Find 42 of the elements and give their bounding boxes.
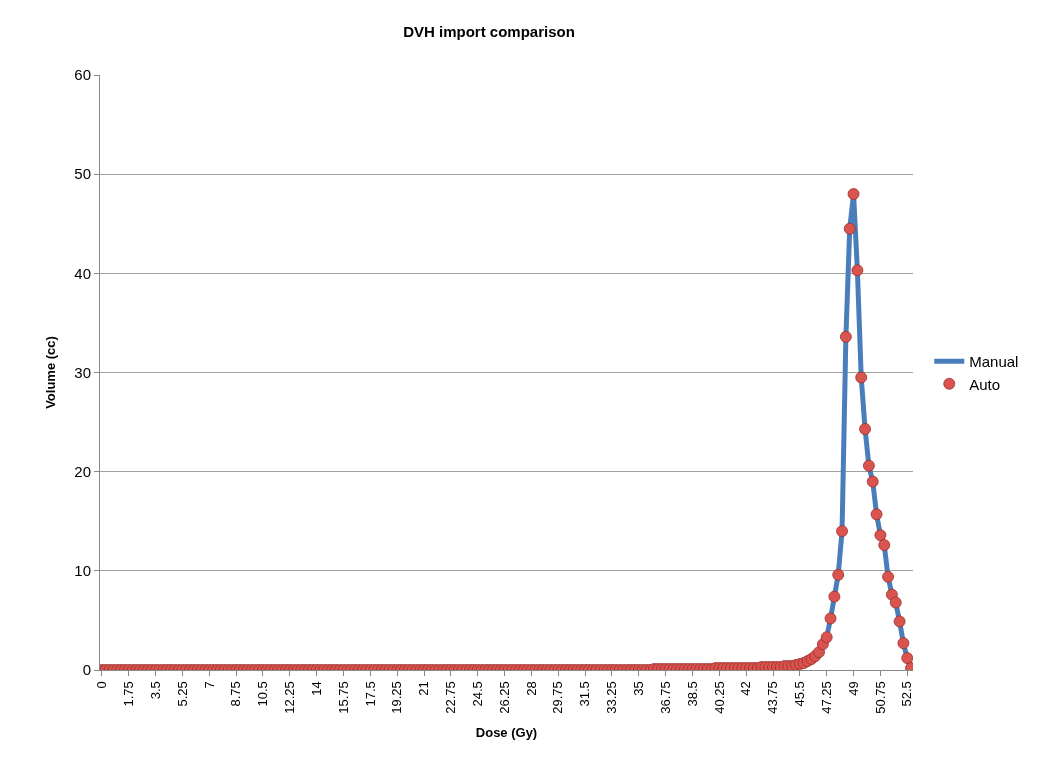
x-tick-label: 35 <box>631 681 647 696</box>
x-tick-label: 14 <box>308 681 324 696</box>
y-tick-label: 40 <box>74 264 91 282</box>
x-tick-label: 26.25 <box>496 681 512 714</box>
chart-title: DVH import comparison <box>403 23 575 41</box>
legend-label: Manual <box>969 353 1019 371</box>
x-tick-label: 19.25 <box>389 681 405 714</box>
x-axis-title: Dose (Gy) <box>475 725 538 741</box>
x-tick-label: 10.5 <box>255 681 271 707</box>
y-tick-label: 10 <box>74 562 91 580</box>
x-tick-label: 12.25 <box>282 681 298 714</box>
x-tick-label: 40.25 <box>711 681 727 714</box>
x-tick-label: 45.5 <box>792 681 808 707</box>
x-tick-label: 31.5 <box>577 681 593 707</box>
x-tick-label: 52.5 <box>899 681 915 707</box>
x-tick-label: 43.75 <box>765 681 781 714</box>
x-tick-label: 47.25 <box>818 681 834 714</box>
x-tick-label: 8.75 <box>228 681 244 707</box>
x-tick-label: 5.25 <box>174 681 190 707</box>
y-tick-label: 50 <box>74 165 91 183</box>
x-tick-label: 0 <box>94 681 110 689</box>
x-tick-label: 21 <box>416 681 432 696</box>
x-tick-label: 50.75 <box>872 681 888 714</box>
x-tick-label: 17.5 <box>362 681 378 707</box>
y-tick-label: 20 <box>74 462 91 480</box>
x-tick-label: 38.5 <box>684 681 700 707</box>
y-tick-label: 30 <box>74 363 91 381</box>
y-tick-label: 60 <box>74 66 91 84</box>
x-tick-label: 42 <box>738 681 754 696</box>
y-axis-title: Volume (cc) <box>43 336 59 409</box>
x-tick-label: 7 <box>201 681 217 689</box>
x-tick-label: 15.75 <box>335 681 351 714</box>
x-tick-label: 29.75 <box>550 681 566 714</box>
x-tick-label: 33.25 <box>604 681 620 714</box>
x-tick-label: 3.5 <box>147 681 163 700</box>
x-tick-label: 28 <box>523 681 539 696</box>
x-tick-label: 49 <box>845 681 861 696</box>
x-tick-label: 36.75 <box>657 681 673 714</box>
legend-label: Auto <box>969 375 1001 393</box>
x-tick-label: 22.75 <box>443 681 459 714</box>
x-tick-label: 24.5 <box>469 681 485 707</box>
x-tick-label: 1.75 <box>120 681 136 707</box>
